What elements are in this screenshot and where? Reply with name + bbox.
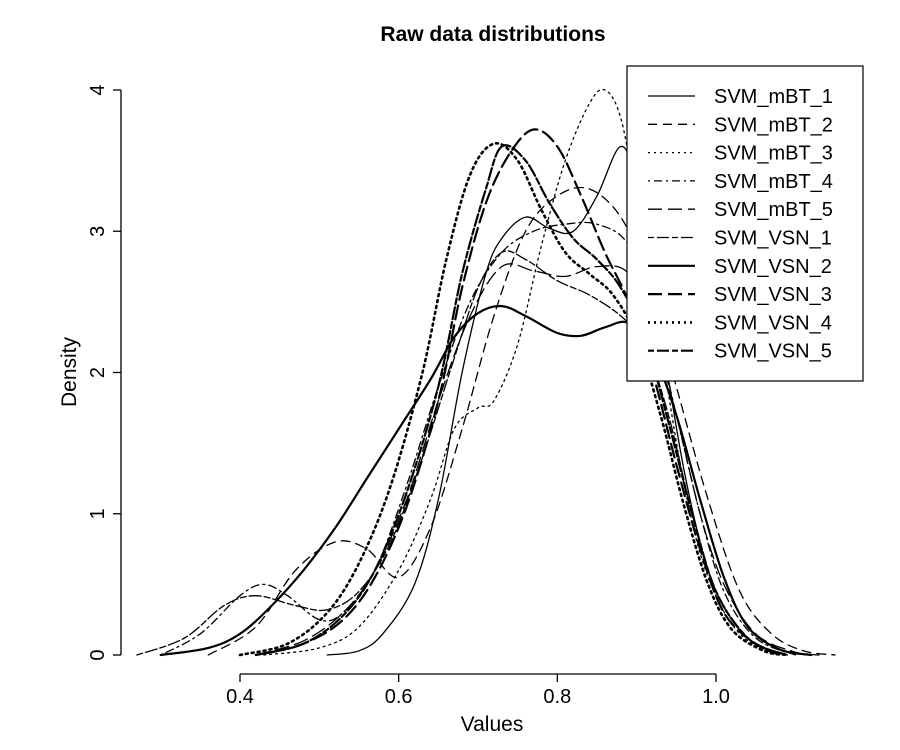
legend-label: SVM_mBT_2 [714,114,833,136]
legend-box [626,65,864,382]
y-tick-label: 2 [87,367,109,378]
legend-label: SVM_mBT_3 [714,143,833,165]
series-line-svm_vsn_3 [254,128,789,657]
legend-label: SVM_VSN_1 [714,228,832,250]
x-tick-label: 0.4 [226,686,254,708]
chart-title: Raw data distributions [380,23,605,46]
legend-label: SVM_VSN_2 [714,256,832,278]
x-tick-label: 1.0 [702,686,730,708]
axes: 0.4 0.6 0.8 1.0 0 1 2 3 4 [87,84,730,708]
legend-label: SVM_VSN_5 [714,341,832,363]
legend-label: SVM_mBT_4 [714,171,833,193]
y-tick-label: 0 [87,649,109,660]
legend: SVM_mBT_1 SVM_mBT_2 SVM_mBT_3 SVM_mBT_4 SVM_… [626,65,864,382]
y-tick-label: 4 [87,84,109,95]
legend-label: SVM_mBT_1 [714,86,833,108]
series-line-svm_mbt_5 [255,263,820,656]
plot-lines [136,88,836,657]
series-line-svm_vsn_2 [159,304,813,657]
series-line-svm_vsn_5 [254,144,781,657]
x-tick-label: 0.6 [385,686,413,708]
legend-label: SVM_VSN_4 [714,312,832,334]
x-tick-label: 0.8 [543,686,571,708]
legend-label: SVM_VSN_3 [714,284,832,306]
y-tick-label: 3 [87,226,109,237]
series-line-svm_mbt_2 [207,186,836,656]
x-axis-title: Values [461,713,524,736]
legend-label: SVM_mBT_5 [714,199,833,221]
y-axis-title: Density [58,336,81,407]
y-tick-label: 1 [87,508,109,519]
series-line-svm_vsn_4 [238,141,789,657]
